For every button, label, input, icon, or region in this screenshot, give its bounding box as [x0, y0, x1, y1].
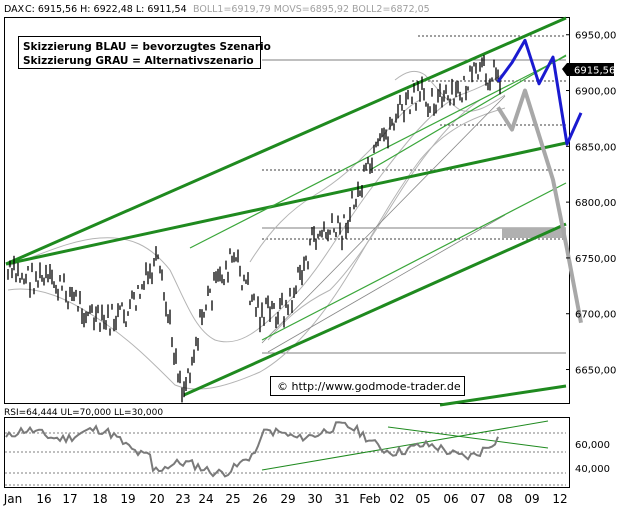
trend-channels [5, 16, 567, 407]
reference-lines [262, 35, 566, 240]
copyright-box: © http://www.godmode-trader.de [270, 376, 465, 396]
rsi-line [5, 421, 499, 478]
rsi-header: RSI=64,444 UL=70,000 LL=30,000 [4, 408, 163, 418]
copyright-text: © http://www.godmode-trader.de [277, 380, 461, 393]
x-tick-label: 16 [36, 492, 51, 506]
middle-channel-line [5, 141, 567, 266]
lower-channel-line [183, 222, 567, 397]
y-tick-label: 6950,00 [575, 31, 616, 42]
price-series [7, 55, 501, 403]
y-tick-label: 6650,00 [575, 366, 616, 377]
thin-trend-lines [261, 95, 506, 353]
blue-preferred-scenario [496, 38, 583, 146]
x-tick-label: 25 [225, 492, 240, 506]
x-tick-label: 02 [389, 492, 404, 506]
last-price-tag: 6915,56 [562, 63, 615, 77]
y-tick-label: 6850,00 [575, 142, 616, 153]
x-tick-label: 07 [470, 492, 485, 506]
rsi-tick-label: 60,000 [575, 440, 610, 451]
indicator-values: BOLL1=6919,79 MOVS=6895,92 BOLL2=6872,05 [193, 4, 430, 15]
legend-gray-text: Skizzierung GRAU = Alternativszenario [23, 55, 254, 67]
rsi-trend-down [387, 426, 549, 449]
gray-alternative-scenario [496, 88, 583, 324]
x-tick-label: 17 [62, 492, 77, 506]
last-price-text: 6915,56 [574, 66, 615, 77]
price-panel [4, 17, 570, 404]
rsi-y-axis: 40,000 60,000 [575, 440, 610, 475]
x-tick-label: 18 [92, 492, 107, 506]
resistance-zone [502, 228, 566, 238]
legend-blue-text: Skizzierung BLAU = bevorzugtes Szenario [23, 41, 271, 53]
x-tick-label: Feb [359, 492, 380, 506]
x-tick-label: 31 [334, 492, 349, 506]
x-tick-label: 30 [307, 492, 322, 506]
y-tick-label: 6750,00 [575, 254, 616, 265]
x-tick-label: 23 [175, 492, 190, 506]
x-tick-label: 19 [120, 492, 135, 506]
rsi-panel [4, 417, 570, 488]
x-tick-label: 20 [149, 492, 164, 506]
x-tick-label: 12 [552, 492, 567, 506]
y-tick-label: 6900,00 [575, 87, 616, 98]
scenario-legend: Skizzierung BLAU = bevorzugtes Szenario … [18, 36, 271, 69]
x-tick-label: 29 [280, 492, 295, 506]
time-x-axis: Jan 16 17 18 19 20 23 24 25 26 29 30 31 Feb 02 05 06 07 08… [3, 492, 568, 506]
ohlc-stats: C: 6915,56 H: 6922,48 L: 6911,54 [25, 4, 187, 15]
rsi-tick-label: 40,000 [575, 464, 610, 475]
price-y-axis: 6650,00 6700,00 6750,00 6800,00 6850,00 6900,… [566, 31, 616, 377]
rsi-chart [5, 420, 566, 486]
x-tick-label: 06 [443, 492, 458, 506]
x-tick-label: Jan [3, 492, 23, 506]
instrument-label: DAX [4, 4, 25, 15]
x-tick-label: 05 [415, 492, 430, 506]
rsi-trend-up [261, 420, 549, 471]
inner-channel-lower [261, 182, 567, 341]
x-tick-label: 24 [198, 492, 213, 506]
upper-channel-line [5, 16, 567, 266]
x-tick-label: 26 [252, 492, 267, 506]
bottom-channel-line [439, 384, 567, 407]
x-tick-label: 09 [524, 492, 539, 506]
y-tick-label: 6800,00 [575, 198, 616, 209]
bollinger-bands [7, 70, 506, 390]
x-tick-label: 08 [497, 492, 512, 506]
y-tick-label: 6700,00 [575, 310, 616, 321]
inner-channel-top [369, 54, 567, 171]
inner-channel-upper [189, 55, 567, 249]
